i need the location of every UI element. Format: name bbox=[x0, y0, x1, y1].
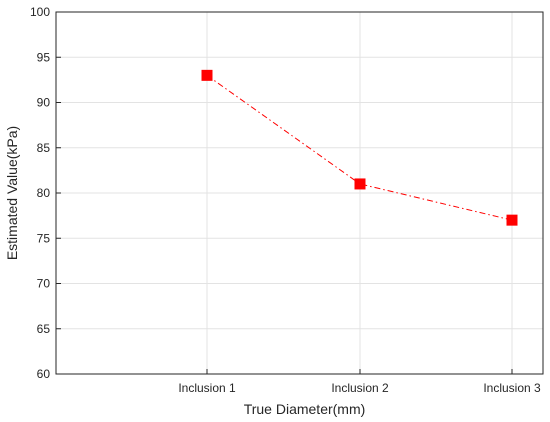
y-tick-label: 80 bbox=[37, 186, 51, 200]
y-tick-label: 100 bbox=[30, 5, 50, 19]
axis-ticks: 60 65 70 75 80 85 90 95 100 Inclusion 1 Inclusion … bbox=[30, 5, 541, 395]
data-point-marker bbox=[506, 214, 518, 226]
y-tick-label: 60 bbox=[37, 367, 51, 381]
data-point-marker bbox=[201, 69, 213, 81]
y-tick-label: 95 bbox=[37, 50, 51, 64]
y-axis-label: Estimated Value(kPa) bbox=[4, 126, 20, 260]
y-tick-label: 75 bbox=[37, 231, 51, 245]
series bbox=[201, 69, 518, 226]
data-point-marker bbox=[354, 178, 366, 190]
grid bbox=[56, 11, 543, 375]
y-tick-label: 90 bbox=[37, 96, 51, 110]
y-tick-label: 70 bbox=[37, 277, 51, 291]
x-tick-label: Inclusion 1 bbox=[178, 381, 236, 395]
x-tick-label: Inclusion 3 bbox=[483, 381, 541, 395]
y-tick-label: 85 bbox=[37, 141, 51, 155]
x-axis-label: True Diameter(mm) bbox=[244, 401, 366, 417]
x-tick-label: Inclusion 2 bbox=[331, 381, 389, 395]
y-tick-label: 65 bbox=[37, 322, 51, 336]
